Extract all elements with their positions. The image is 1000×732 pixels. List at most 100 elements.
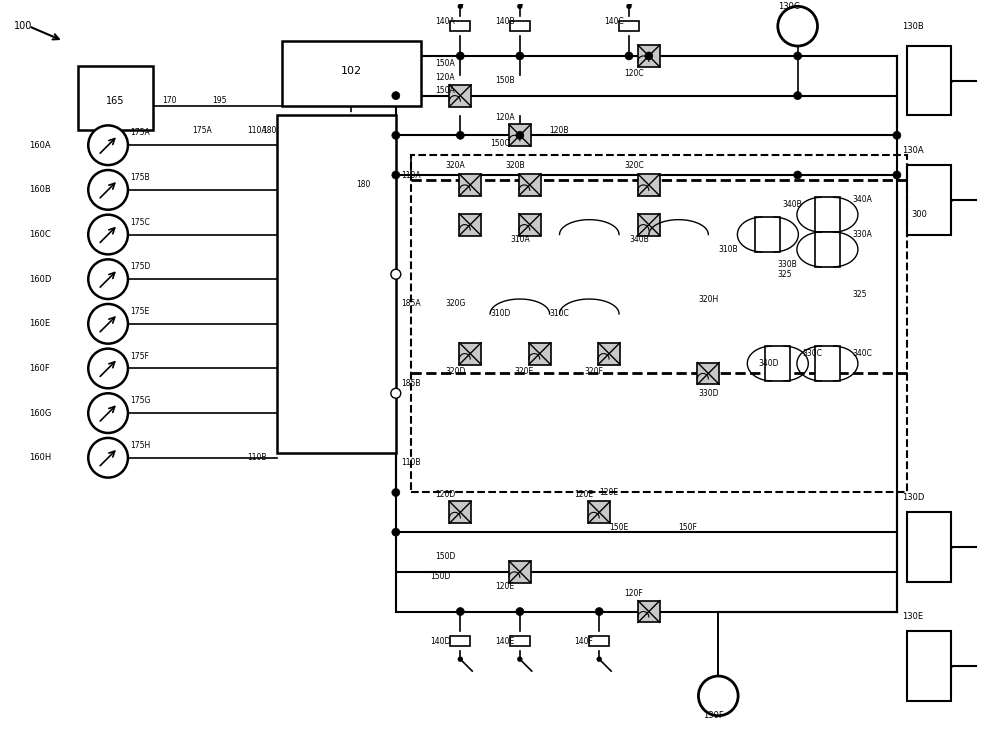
Text: 140A: 140A [436,17,455,26]
Circle shape [516,131,524,139]
Text: 110B: 110B [401,458,420,467]
Text: 120A: 120A [495,113,515,122]
Text: 180: 180 [356,180,371,190]
Bar [510,636,530,646]
Text: 340B: 340B [783,201,803,209]
Text: 160D: 160D [29,274,51,284]
Text: 340D: 340D [758,359,778,368]
Text: 140C: 140C [604,17,624,26]
Circle shape [392,488,400,496]
Text: 330A: 330A [852,230,872,239]
Text: 340B: 340B [629,235,649,244]
Circle shape [391,269,401,279]
Circle shape [794,171,802,179]
Circle shape [456,608,464,616]
Text: 110A: 110A [247,126,267,135]
Text: 320C: 320C [624,160,644,170]
Text: 130B: 130B [902,22,924,31]
Bar [907,512,951,582]
Circle shape [698,676,738,716]
Bar [510,21,530,31]
Bar [697,362,719,384]
Text: 325: 325 [778,269,792,279]
Text: 330B: 330B [778,260,798,269]
Bar [755,217,780,252]
Text: 175H: 175H [130,441,150,450]
Bar [509,124,531,146]
Text: 150D: 150D [431,572,451,581]
Text: 340A: 340A [852,195,872,204]
Bar [449,501,471,523]
Circle shape [88,214,128,255]
Text: 310D: 310D [490,310,510,318]
Text: 175C: 175C [130,217,150,227]
Bar [907,632,951,701]
Text: 130D: 130D [902,493,924,502]
Text: 320E: 320E [515,367,534,376]
Text: 320B: 320B [505,160,525,170]
Text: 160G: 160G [29,408,51,418]
Circle shape [893,131,901,139]
Circle shape [88,304,128,343]
Text: 130A: 130A [902,146,923,154]
Bar [907,165,951,234]
Text: 320A: 320A [445,160,465,170]
Circle shape [88,348,128,388]
Circle shape [392,92,400,100]
Circle shape [516,52,524,60]
Text: 130C: 130C [778,2,800,11]
Bar [449,85,471,107]
Bar [450,21,470,31]
Text: 120F: 120F [624,589,643,598]
Bar [638,601,660,622]
Text: 175F: 175F [130,351,149,361]
Text: 175D: 175D [130,262,150,272]
Circle shape [391,388,401,398]
Circle shape [456,131,464,139]
Bar [459,343,481,365]
Text: 320G: 320G [445,299,466,308]
Circle shape [778,7,817,46]
Circle shape [458,657,462,661]
Circle shape [516,608,524,616]
Bar [765,346,790,381]
Text: 160H: 160H [29,453,51,463]
Text: 120E: 120E [495,582,514,591]
Bar [277,116,396,453]
Text: 130F: 130F [703,712,724,720]
Bar [619,21,639,31]
Text: 195: 195 [212,96,227,105]
Circle shape [625,52,633,60]
Circle shape [893,171,901,179]
Text: 325: 325 [852,290,867,299]
Text: 140F: 140F [574,637,593,646]
Bar [519,214,541,236]
Text: 185A: 185A [401,299,420,308]
Bar [598,343,620,365]
Text: 120E: 120E [599,488,618,497]
Bar [815,346,840,381]
Text: 310B: 310B [718,245,738,254]
Text: 165: 165 [106,96,125,105]
Text: 150F: 150F [679,523,697,531]
Text: 140D: 140D [431,637,451,646]
Circle shape [88,393,128,433]
Text: 120C: 120C [624,70,644,78]
Text: 330C: 330C [803,349,822,358]
Bar [459,174,481,196]
Bar [78,66,153,130]
Circle shape [88,438,128,477]
Text: 170: 170 [163,96,177,105]
Text: 160A: 160A [29,141,50,150]
Circle shape [627,4,631,8]
Bar [907,46,951,116]
Bar [411,155,907,493]
Text: 175A: 175A [130,128,150,138]
Text: 300: 300 [912,210,928,219]
Circle shape [794,52,802,60]
Text: 310C: 310C [550,310,569,318]
Circle shape [88,259,128,299]
Text: 175G: 175G [130,396,150,406]
Circle shape [392,529,400,536]
Text: 150D: 150D [436,553,456,561]
